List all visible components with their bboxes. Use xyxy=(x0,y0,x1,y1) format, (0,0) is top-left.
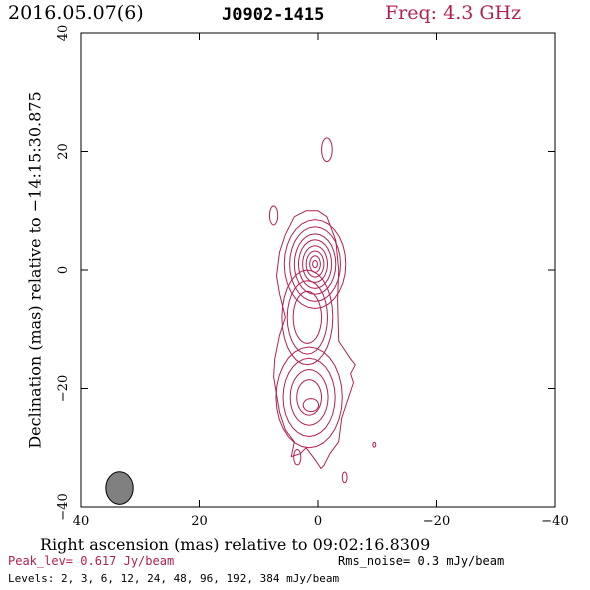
rms-noise: Rms_noise= 0.3 mJy/beam xyxy=(338,554,505,568)
contour-core xyxy=(305,250,325,278)
peak-level: Peak_lev= 0.617 Jy/beam xyxy=(8,554,175,568)
contour-core xyxy=(309,255,321,273)
contour-south-peak xyxy=(302,398,320,413)
y-tick-label: 40 xyxy=(56,25,71,42)
y-tick-label: 0 xyxy=(56,266,71,274)
axis-ticks xyxy=(80,32,556,508)
contour-south xyxy=(282,357,336,438)
y-tick-label: −40 xyxy=(56,493,71,520)
contour-core xyxy=(297,239,333,289)
contour-blob-west xyxy=(268,205,279,226)
contour-lines xyxy=(268,137,377,484)
plot-frame xyxy=(80,32,556,508)
x-tick-label: 20 xyxy=(191,514,208,529)
x-tick-label: 40 xyxy=(73,514,90,529)
source-name: J0902-1415 xyxy=(222,5,325,25)
contour-outer xyxy=(273,210,356,470)
x-tick-label: −20 xyxy=(423,514,450,529)
contour-core xyxy=(293,233,337,295)
contour-jet xyxy=(292,290,323,345)
contour-blob-south xyxy=(293,448,302,466)
contour-core xyxy=(312,259,318,269)
contour-core xyxy=(283,219,347,310)
beam-ellipse xyxy=(105,471,134,505)
y-tick-label: −20 xyxy=(56,375,71,402)
x-tick-label: −40 xyxy=(541,514,568,529)
contour-blob-north xyxy=(321,137,333,163)
contour-blob-sw xyxy=(341,471,348,484)
contour-blob-far-sw xyxy=(372,441,377,448)
contour-south xyxy=(275,346,343,449)
contour-south xyxy=(289,368,329,426)
contour-jet xyxy=(286,280,329,355)
y-tick-label: 20 xyxy=(56,143,71,160)
contour-core xyxy=(302,245,329,283)
contour-jet xyxy=(281,269,334,366)
frequency-label: Freq: 4.3 GHz xyxy=(385,2,522,24)
contour-core xyxy=(289,226,342,302)
observation-date: 2016.05.07(6) xyxy=(8,2,144,24)
contour-levels: Levels: 2, 3, 6, 12, 24, 48, 96, 192, 38… xyxy=(8,572,340,585)
x-tick-label: 0 xyxy=(314,514,322,529)
y-axis-label: Declination (mas) relative to −14:15:30.… xyxy=(25,91,45,449)
x-axis-label: Right ascension (mas) relative to 09:02:… xyxy=(40,535,431,554)
contour-south xyxy=(296,379,323,416)
